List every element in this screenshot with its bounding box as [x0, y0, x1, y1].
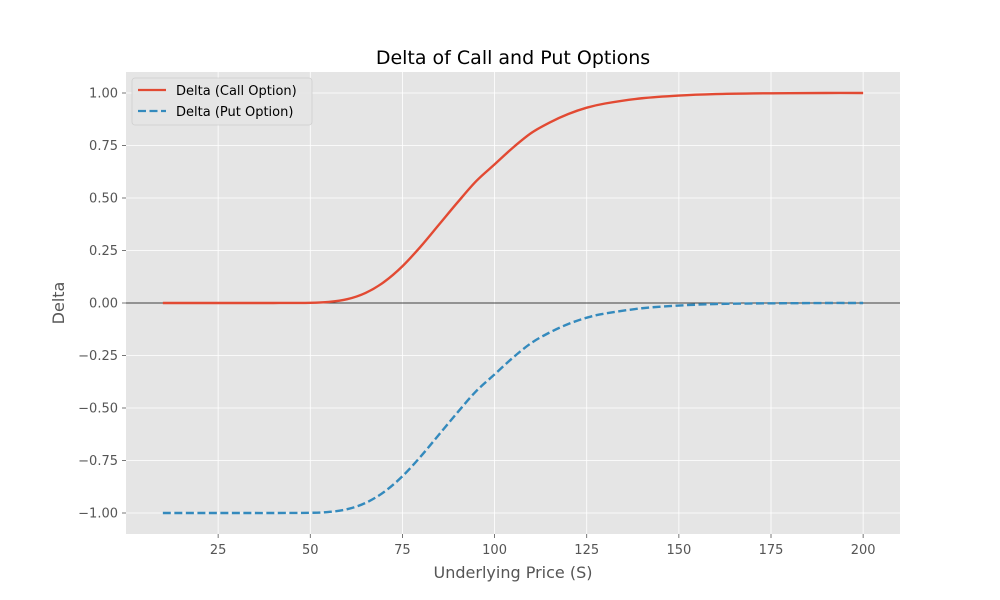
x-axis-ticks: 25 50 75 100 125 150 175 200 [210, 534, 876, 558]
y-tick-label: 0.25 [89, 244, 118, 259]
x-axis-label: Underlying Price (S) [434, 563, 593, 582]
series-line-put [162, 301, 864, 515]
legend-label-call: Delta (Call Option) [176, 84, 297, 99]
legend: Delta (Call Option) Delta (Put Option) [131, 77, 313, 126]
chart-title: Delta of Call and Put Options [376, 47, 650, 69]
x-tick-label: 75 [394, 543, 411, 558]
series-layer [162, 91, 864, 515]
y-axis-label: Delta [49, 282, 68, 325]
x-tick-label: 175 [759, 543, 784, 558]
y-tick-label: −0.50 [78, 402, 118, 417]
y-tick-label: −1.00 [78, 507, 118, 522]
x-tick-label: 50 [302, 543, 319, 558]
x-tick-label: 200 [851, 543, 876, 558]
y-axis-ticks: −1.00 −0.75 −0.50 −0.25 0.00 0.25 0.50 0.75 1.00 [78, 87, 126, 522]
legend-box [131, 77, 313, 126]
y-tick-label: −0.25 [78, 349, 118, 364]
y-tick-label: 1.00 [89, 87, 118, 102]
x-tick-label: 125 [574, 543, 599, 558]
series-line-call [162, 91, 864, 305]
x-tick-label: 100 [482, 543, 507, 558]
legend-label-put: Delta (Put Option) [176, 105, 293, 120]
y-tick-label: 0.50 [89, 192, 118, 207]
y-tick-label: 0.00 [89, 297, 118, 312]
x-tick-label: 25 [210, 543, 227, 558]
y-tick-label: 0.75 [89, 139, 118, 154]
x-tick-label: 150 [666, 543, 691, 558]
y-tick-label: −0.75 [78, 454, 118, 469]
